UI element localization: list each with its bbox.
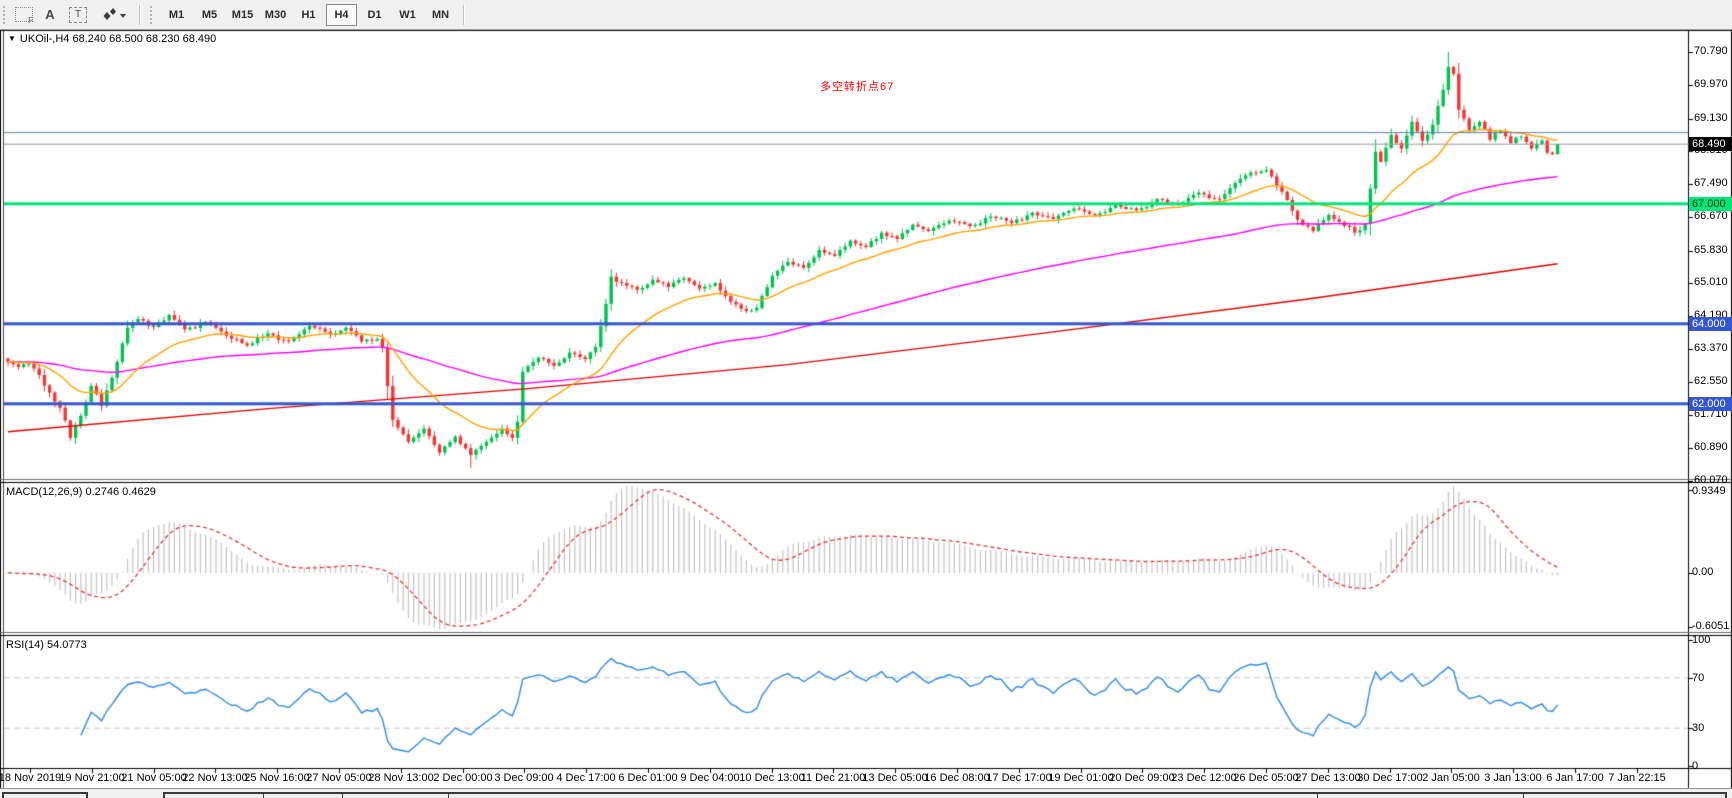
font-tool-icon[interactable]: F [15,7,33,25]
timeframe-button-mn[interactable]: MN [431,8,450,21]
text-box-tool-button[interactable]: T [69,6,87,23]
bottom-panel-separator [1317,792,1318,798]
timeframe-button-h1[interactable]: H1 [301,8,316,21]
timeframe-button-h4[interactable]: H4 [326,3,357,26]
font-tool-label: F [28,16,33,25]
main-toolbar: F A T M1 M5 M15 M30 H1 H4 D1 W1 MN [0,0,1732,30]
bottom-panel-separator [448,792,449,798]
bottom-panel-box[interactable] [163,792,1727,798]
toolbar-grip[interactable] [3,5,10,24]
bottom-panel-separator [263,792,264,798]
toolbar-grip-2[interactable] [150,5,157,24]
timeframe-button-w1[interactable]: W1 [399,8,416,21]
diamonds-icon [103,7,126,20]
bottom-window-strip [0,788,1732,798]
timeframe-button-m15[interactable]: M15 [231,8,254,21]
text-label-tool-button[interactable]: A [45,7,55,22]
bottom-tab-box[interactable] [2,792,88,798]
timeframe-button-m5[interactable]: M5 [201,8,218,21]
bottom-panel-separator [1523,792,1524,798]
timeframe-button-group: M1 M5 M15 M30 H1 H4 D1 W1 MN [160,3,457,26]
timeframe-button-m1[interactable]: M1 [168,8,185,21]
timeframe-button-d1[interactable]: D1 [367,8,382,21]
timeframe-button-m30[interactable]: M30 [264,8,287,21]
styles-tool-button[interactable] [101,5,127,25]
toolbar-separator [139,4,141,25]
bottom-panel-separator [342,792,343,798]
toolbar-separator-2 [463,4,465,25]
